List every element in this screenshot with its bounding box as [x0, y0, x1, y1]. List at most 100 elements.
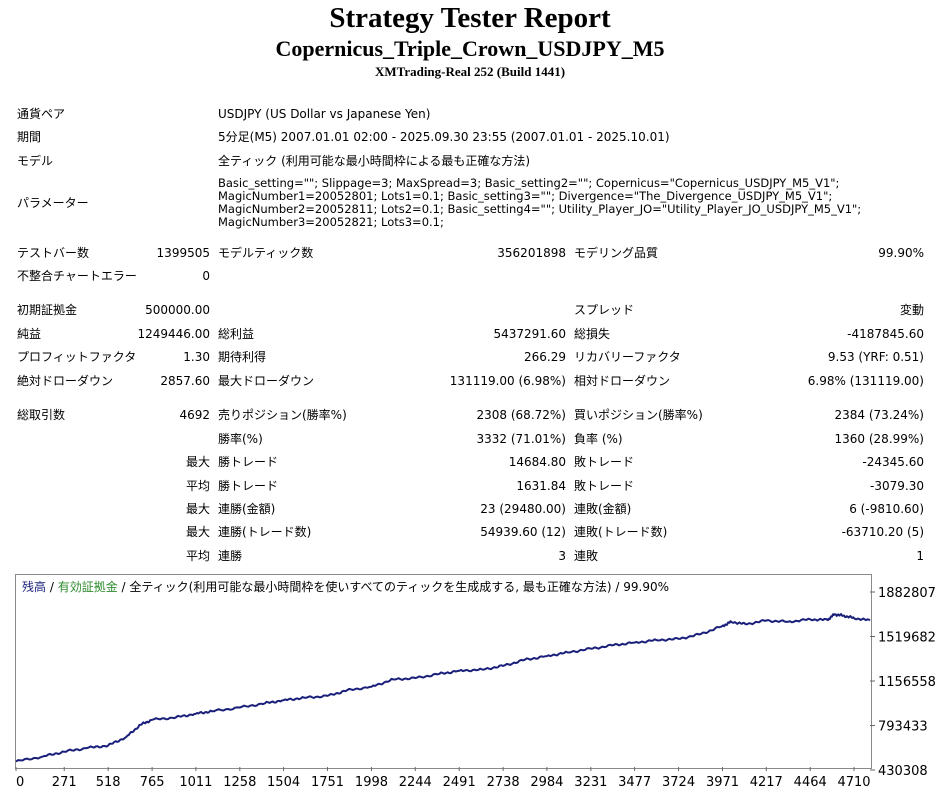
consec-win-cnt-value: 54939.60 (12) [480, 525, 566, 539]
quality-label: モデリング品質 [574, 246, 659, 260]
x-tick-label: 2738 [487, 775, 520, 790]
avg-loss-value: -3079.30 [870, 479, 924, 493]
x-tick-label: 3971 [706, 775, 739, 790]
trades-value: 4692 [179, 408, 210, 422]
pf-value: 1.30 [183, 350, 210, 364]
deposit-value: 500000.00 [145, 303, 210, 317]
y-tick-label: 1519682 [878, 631, 936, 646]
max-label: 最大 [185, 455, 210, 469]
x-tick-label: 1258 [223, 775, 256, 790]
chart-legend: 残高 / 有効証拠金 / 全ティック(利用可能な最小時間枠を使いすべてのティック… [22, 578, 669, 595]
legend-separator: / [117, 580, 130, 594]
x-tick-label: 271 [52, 775, 77, 790]
trades-label: 総取引数 [17, 408, 66, 422]
ea-name: Copernicus_Triple_Crown_USDJPY_M5 [275, 36, 665, 61]
avg-consec-win-value: 3 [558, 549, 566, 563]
short-value: 2308 (68.72%) [476, 408, 566, 422]
consec-win-amt-label: 連勝(金額) [218, 502, 276, 516]
win-trade-label: 勝トレード [218, 455, 279, 469]
legend-model: 全ティック(利用可能な最小時間枠を使いすべてのティックを生成成する, 最も正確な… [129, 580, 670, 594]
x-tick-label: 3477 [618, 775, 651, 790]
payoff-value: 266.29 [524, 350, 566, 364]
balance-series-line [15, 613, 871, 763]
recovery-value: 9.53 (YRF: 0.51) [827, 350, 924, 364]
short-label: 売りポジション(勝率%) [218, 408, 347, 422]
quality-value: 99.90% [878, 246, 924, 260]
consec-win-cnt-label: 連勝(トレード数) [218, 525, 312, 539]
server-info: XMTrading-Real 252 (Build 1441) [374, 64, 566, 79]
long-label: 買いポジション(勝率%) [574, 408, 703, 422]
ticks-value: 356201898 [497, 246, 566, 260]
grossloss-label: 総損失 [574, 327, 611, 341]
x-tick-label: 3724 [662, 775, 695, 790]
loss-trade-label: 敗トレード [574, 455, 635, 469]
params-line: MagicNumber1=20052801; Lots1=0.1; Basic_… [218, 189, 833, 203]
bars-value: 1399505 [156, 246, 210, 260]
y-tick-label: 793433 [878, 720, 928, 735]
consec-loss-cnt-label: 連敗(トレード数) [574, 525, 668, 539]
max-label: 最大 [185, 525, 210, 539]
netprofit-label: 純益 [17, 327, 42, 341]
x-tick-label: 4464 [794, 775, 827, 790]
recovery-label: リカバリーファクタ [574, 350, 681, 364]
x-tick-label: 2244 [399, 775, 432, 790]
consec-loss-amt-value: 6 (-9810.60) [849, 502, 924, 516]
avg-label: 平均 [185, 479, 210, 493]
avg-label: 平均 [185, 549, 210, 563]
x-tick-label: 518 [96, 775, 121, 790]
maxdd-label: 最大ドローダウン [218, 374, 315, 388]
params-value: Basic_setting=""; Slippage=3; MaxSpread=… [218, 177, 861, 229]
x-tick-label: 1998 [355, 775, 388, 790]
avg-consec-win-label: 連勝 [218, 549, 243, 563]
legend-balance: 残高 [22, 580, 47, 594]
lossrate-label: 負率 (%) [574, 432, 623, 446]
period-value: 5分足(M5) 2007.01.01 02:00 - 2025.09.30 23… [218, 130, 670, 144]
consec-loss-cnt-value: -63710.20 (5) [841, 525, 924, 539]
x-tick-label: 4710 [837, 775, 870, 790]
bars-label: テストバー数 [17, 246, 90, 260]
max-loss-value: -24345.60 [862, 455, 924, 469]
maxdd-value: 131119.00 (6.98%) [449, 374, 566, 388]
model-value: 全ティック (利用可能な最小時間枠による最も正確な方法) [218, 154, 531, 168]
y-tick-label: 1882807 [878, 586, 936, 601]
params-line: Basic_setting=""; Slippage=3; MaxSpread=… [218, 176, 840, 190]
grossloss-value: -4187845.60 [847, 327, 924, 341]
spread-label: スプレッド [574, 303, 635, 317]
winrate-label: 勝率(%) [218, 432, 263, 446]
deposit-label: 初期証拠金 [17, 303, 78, 317]
x-tick-label: 0 [16, 775, 24, 790]
lossrate-value: 1360 (28.99%) [834, 432, 924, 446]
winrate-value: 3332 (71.01%) [476, 432, 566, 446]
max-win-value: 14684.80 [508, 455, 566, 469]
x-tick-label: 2984 [530, 775, 563, 790]
loss-trade-label: 敗トレード [574, 479, 635, 493]
x-tick-label: 2491 [443, 775, 476, 790]
reldd-label: 相対ドローダウン [574, 374, 671, 388]
x-tick-label: 765 [140, 775, 165, 790]
y-tick-label: 1156558 [878, 675, 936, 690]
report-title: Strategy Tester Report [329, 2, 611, 34]
absdd-value: 2857.60 [160, 374, 210, 388]
grossprofit-label: 総利益 [218, 327, 255, 341]
params-line: MagicNumber3=20052821; Lots3=0.1; [218, 215, 444, 229]
absdd-label: 絶対ドローダウン [17, 374, 114, 388]
x-tick-label: 1751 [311, 775, 344, 790]
max-label: 最大 [185, 502, 210, 516]
long-value: 2384 (73.24%) [834, 408, 924, 422]
symbol-label: 通貨ペア [17, 107, 66, 121]
avg-win-value: 1631.84 [516, 479, 566, 493]
params-line: MagicNumber2=20052811; Lots2=0.1; Basic_… [218, 202, 862, 216]
spread-value: 変動 [899, 303, 924, 317]
win-trade-label: 勝トレード [218, 479, 279, 493]
period-label: 期間 [17, 130, 42, 144]
x-tick-label: 4217 [750, 775, 783, 790]
reldd-value: 6.98% (131119.00) [807, 374, 924, 388]
x-tick-label: 3231 [574, 775, 607, 790]
payoff-label: 期待利得 [218, 350, 267, 364]
y-tick-label: 430308 [878, 764, 928, 779]
model-label: モデル [17, 154, 54, 168]
errors-label: 不整合チャートエラー [17, 269, 137, 283]
avg-consec-loss-value: 1 [916, 549, 924, 563]
consec-win-amt-value: 23 (29480.00) [480, 502, 566, 516]
